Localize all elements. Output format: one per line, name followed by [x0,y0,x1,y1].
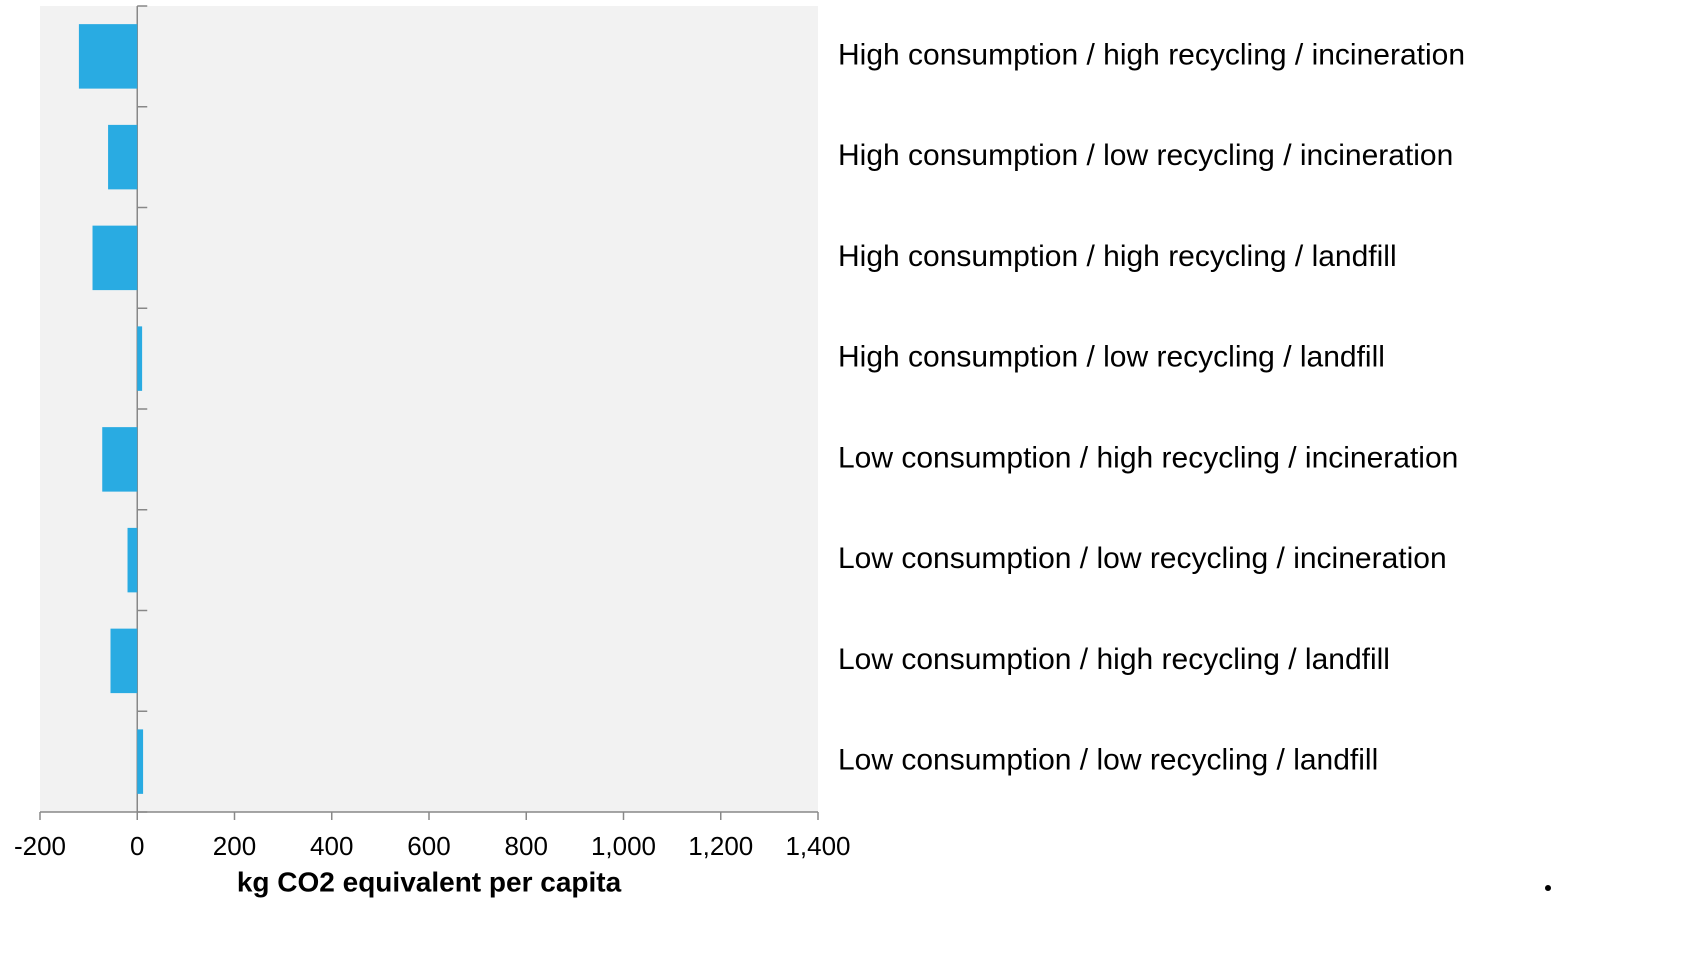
dot [1545,885,1551,891]
x-tick-label: 1,400 [785,831,850,861]
category-label: High consumption / high recycling / land… [838,240,1397,273]
category-label: High consumption / low recycling / landf… [838,341,1385,374]
category-label: High consumption / high recycling / inci… [838,38,1465,71]
x-tick-label: 1,200 [688,831,753,861]
bar [127,527,138,593]
x-tick-label: 400 [310,831,353,861]
category-label: Low consumption / low recycling / landfi… [838,744,1378,777]
bar [108,124,138,190]
x-tick-label: 600 [407,831,450,861]
category-label: Low consumption / low recycling / incine… [838,542,1447,575]
x-tick-label: -200 [14,831,66,861]
bar [102,427,138,492]
bar [110,628,138,694]
x-tick-label: 1,000 [591,831,656,861]
x-tick-label: 800 [505,831,548,861]
plot-area [40,6,818,812]
bar [78,24,138,89]
x-tick-label: 0 [130,831,144,861]
bar [92,225,138,291]
category-label: Low consumption / high recycling / landf… [838,643,1390,676]
category-label: Low consumption / high recycling / incin… [838,441,1458,474]
category-label: High consumption / low recycling / incin… [838,139,1453,172]
bar [137,729,144,794]
x-tick-label: 200 [213,831,256,861]
bar [137,326,143,391]
x-axis-title: kg CO2 equivalent per capita [237,866,622,897]
